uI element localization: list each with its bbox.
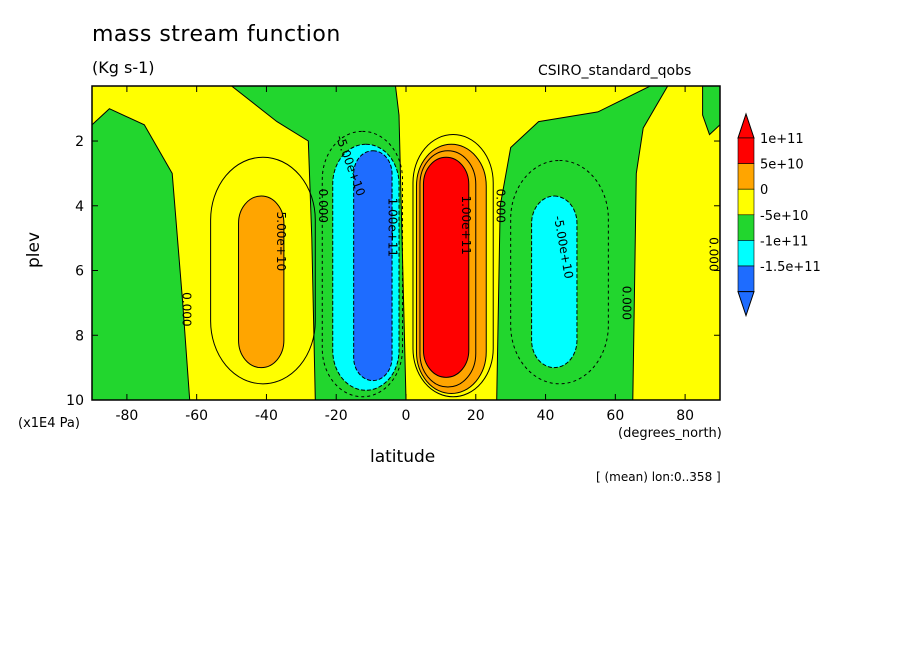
- contour-label-5: 0.000: [494, 189, 508, 223]
- y-axis: 2 4 6 8 10: [66, 134, 720, 409]
- chart-title: mass stream function: [92, 22, 341, 47]
- contour-label-1: 0.000: [316, 189, 330, 223]
- colorbar-bottom-arrow: [737, 291, 755, 318]
- region-negative-south-polar: [92, 86, 191, 400]
- contour-label-3: -1.00e+11: [386, 193, 400, 257]
- run-label: CSIRO_standard_qobs: [538, 63, 692, 79]
- cell-north-ferrel: [531, 195, 578, 369]
- colorbar-swatch: [737, 137, 755, 164]
- y-tick-label: 10: [66, 393, 84, 409]
- contour-field: 5.00e+100.000-5.00e+10-1.00e+11 1.00e+11 0…: [92, 86, 721, 400]
- colorbar-swatch: [737, 188, 755, 216]
- region-negative-north-corner: [702, 86, 720, 136]
- contour-label-6: 0.000: [180, 292, 194, 326]
- x-tick-label: 40: [537, 408, 555, 424]
- colorbar-label: -5e+10: [760, 209, 808, 224]
- y-tick-label: 8: [75, 328, 84, 344]
- y-tick-label: 4: [75, 199, 84, 215]
- colorbar-label: 5e+10: [760, 158, 804, 173]
- contour-label-9: 0.000: [707, 237, 721, 271]
- x-tick-label: 0: [402, 408, 411, 424]
- x-axis-label: latitude: [370, 447, 436, 467]
- y-tick-label: 6: [75, 264, 84, 280]
- x-axis-unit: (degrees_north): [618, 426, 722, 441]
- cell-south-hadley-core: [353, 150, 393, 382]
- cell-south-ferrel: [238, 195, 285, 369]
- colorbar-swatch: [737, 265, 755, 292]
- averaging-footnote: [ (mean) lon:0..358 ]: [596, 470, 721, 484]
- contour-label-8: 0.000: [619, 286, 633, 320]
- cell-north-hadley-core: [422, 156, 470, 378]
- x-tick-label: 80: [676, 408, 694, 424]
- contour-label-4: 1.00e+11: [459, 195, 473, 254]
- colorbar-legend: 1e+11 5e+10 0 -5e+10 -1e+11 -1.5e+11: [737, 112, 821, 318]
- x-tick-label: 60: [606, 408, 624, 424]
- y-tick-label: 2: [75, 134, 84, 150]
- x-axis: -80 -60 -40 -20 0 20 40 60 80: [115, 86, 694, 424]
- x-tick-label: -60: [185, 408, 208, 424]
- y-axis-unit: (x1E4 Pa): [18, 416, 80, 431]
- contour-south-hadley-outer: [321, 130, 404, 398]
- contour-south-ferrel-outer: [210, 156, 316, 385]
- x-tick-label: 20: [467, 408, 485, 424]
- colorbar-swatch: [737, 240, 755, 267]
- colorbar-label: -1.5e+11: [760, 260, 821, 275]
- chart-units: (Kg s-1): [92, 58, 155, 77]
- colorbar-label: -1e+11: [760, 234, 808, 249]
- contour-north-ferrel-outer: [510, 159, 609, 385]
- x-tick-label: -40: [255, 408, 278, 424]
- colorbar-swatch: [737, 163, 755, 190]
- colorbar-swatch: [737, 214, 755, 241]
- contour-label-0: 5.00e+10: [274, 212, 288, 271]
- contour-north-hadley-outer: [412, 134, 494, 398]
- colorbar-label: 1e+11: [760, 132, 804, 147]
- colorbar-label: 0: [760, 183, 768, 198]
- colorbar-top-arrow: [737, 112, 755, 139]
- x-tick-label: -80: [115, 408, 138, 424]
- x-tick-label: -20: [325, 408, 348, 424]
